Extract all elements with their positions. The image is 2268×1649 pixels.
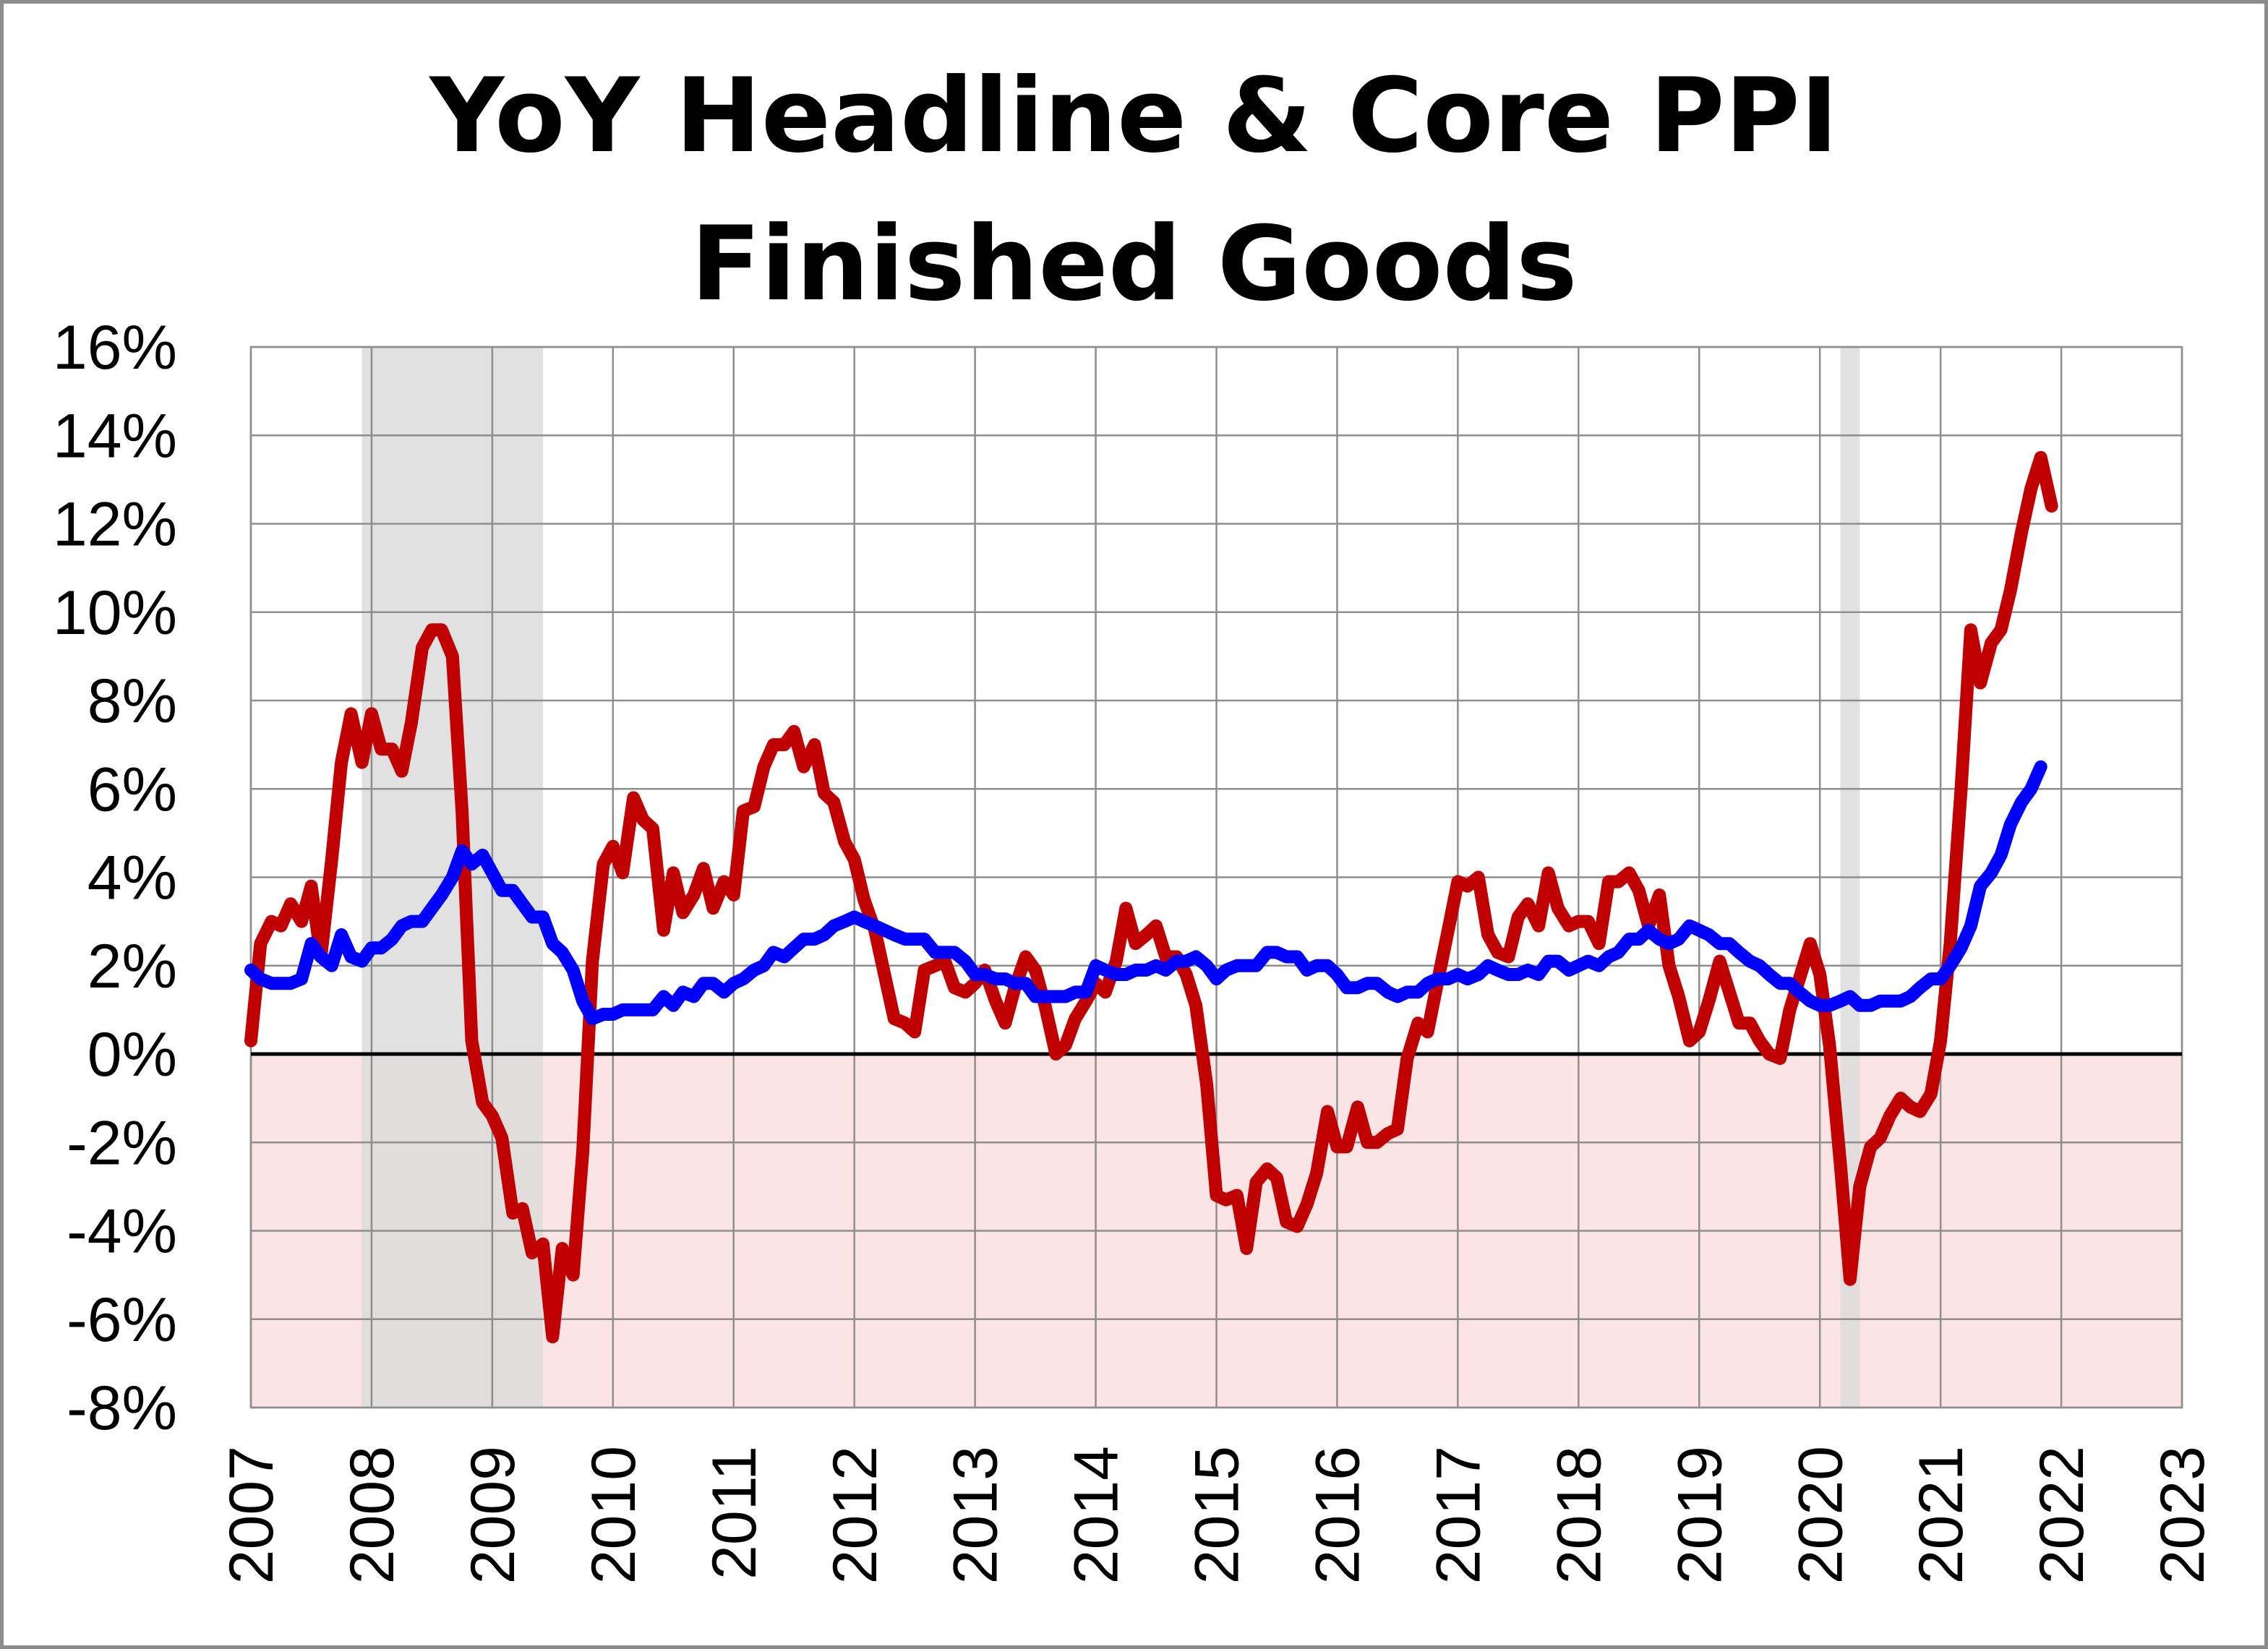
chart-title: YoY Headline & Core PPI Finished Goods (0, 42, 2268, 338)
x-tick-label: 2022 (2027, 1446, 2097, 1584)
series-lines (244, 450, 2058, 1344)
x-tick-label: 2018 (1544, 1446, 1614, 1584)
y-tick-label: 8% (87, 667, 177, 736)
x-tick-label: 2019 (1665, 1446, 1734, 1584)
y-axis-ticks: 16% 14% 12% 10% 8% 6% 4% 2% 0% -2% -4% -6% -8% (53, 313, 177, 1443)
y-tick-label: 0% (87, 1020, 177, 1089)
x-tick-label: 2020 (1786, 1446, 1855, 1584)
chart-title-line-2: Finished Goods (690, 205, 1578, 324)
x-tick-label: 2013 (941, 1446, 1011, 1584)
x-tick-label: 2017 (1424, 1446, 1493, 1584)
plot-border (249, 346, 2183, 1409)
x-tick-label: 2014 (1062, 1446, 1131, 1584)
y-tick-label: 14% (53, 401, 177, 471)
y-tick-label: 10% (53, 578, 177, 648)
y-tick-label: -6% (67, 1285, 177, 1355)
y-tick-label: 12% (53, 490, 177, 560)
y-tick-label: -4% (67, 1197, 177, 1267)
x-tick-label: 2010 (579, 1446, 649, 1584)
x-tick-label: 2011 (700, 1446, 769, 1580)
x-tick-label: 2023 (2148, 1446, 2217, 1584)
x-tick-label: 2008 (338, 1446, 407, 1584)
x-axis-ticks: 2007 2008 2009 2010 2011 2012 2013 2014 2015 2016… (217, 1446, 2217, 1584)
x-tick-label: 2007 (217, 1446, 286, 1584)
headline-ppi-line (244, 450, 2058, 1344)
y-tick-label: 16% (53, 313, 177, 382)
y-tick-label: 6% (87, 755, 177, 824)
y-tick-label: -8% (67, 1374, 177, 1443)
core-ppi-line (244, 760, 2047, 1026)
x-tick-label: 2015 (1183, 1446, 1252, 1584)
x-tick-label: 2021 (1907, 1446, 1976, 1584)
chart-title-line-1: YoY Headline & Core PPI (429, 56, 1839, 176)
x-tick-label: 2009 (458, 1446, 528, 1584)
y-tick-label: -2% (67, 1108, 177, 1178)
y-tick-label: 4% (87, 844, 177, 913)
y-tick-label: 2% (87, 932, 177, 1001)
x-tick-label: 2016 (1304, 1446, 1373, 1584)
x-tick-label: 2012 (821, 1446, 890, 1584)
